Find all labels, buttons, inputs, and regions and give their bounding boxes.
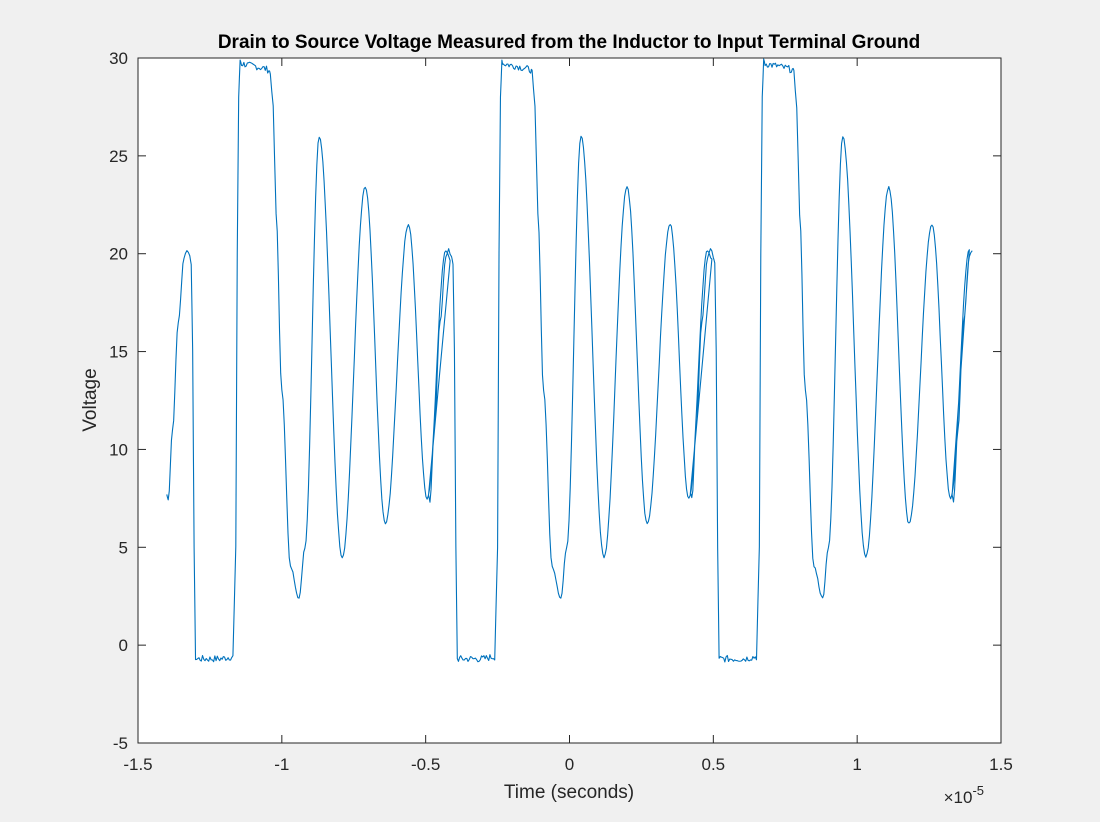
y-tick-label: 0 (119, 636, 128, 655)
y-tick-label: 30 (109, 49, 128, 68)
y-tick-label: 20 (109, 245, 128, 264)
plot-box (137, 57, 1002, 744)
x-tick-label: -0.5 (411, 755, 440, 774)
x-tick-label: 1.5 (989, 755, 1013, 774)
x-tick-label: 0.5 (702, 755, 726, 774)
y-tick-label: 15 (109, 343, 128, 362)
x-tick-label: -1 (274, 755, 289, 774)
x-exponent-base: ×10 (944, 788, 973, 807)
x-tick-label: -1.5 (123, 755, 152, 774)
chart-title: Drain to Source Voltage Measured from th… (218, 32, 920, 53)
y-tick-label: 5 (119, 538, 128, 557)
x-axis-label: Time (seconds) (504, 782, 634, 803)
series-line-voltage (166, 58, 973, 663)
x-tick-label: 1 (852, 755, 861, 774)
y-tick-label: 25 (109, 147, 128, 166)
plot-area (138, 58, 1001, 743)
x-exponent-power: -5 (972, 783, 984, 798)
y-tick-label: 10 (109, 440, 128, 459)
y-tick-label: -5 (113, 734, 128, 753)
x-axis-exponent: ×10-5 (944, 783, 984, 807)
x-tick-label: 0 (565, 755, 574, 774)
y-axis-label: Voltage (80, 368, 101, 431)
axis-tick-labels: -1.5 -1 -0.5 0 0.5 1 1.5 -5 0 5 10 15 20 25 30 (109, 49, 1013, 774)
